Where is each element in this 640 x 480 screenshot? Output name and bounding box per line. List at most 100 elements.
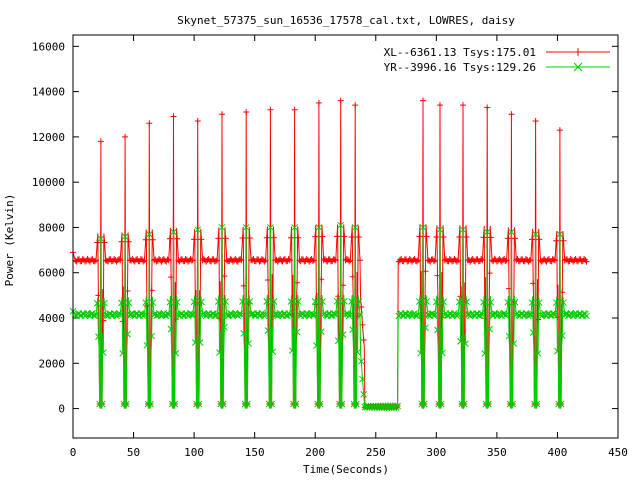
data-point — [506, 400, 514, 408]
data-point — [189, 257, 196, 264]
data-point — [243, 108, 250, 115]
data-point — [505, 332, 513, 340]
y-tick-label: 4000 — [39, 312, 66, 325]
data-point — [557, 400, 565, 408]
data-point — [144, 400, 152, 408]
plot-area — [69, 97, 590, 412]
data-point — [432, 257, 439, 264]
data-point — [264, 327, 272, 334]
data-point — [242, 224, 250, 231]
data-point — [245, 340, 252, 347]
data-point — [195, 400, 203, 408]
data-point — [558, 332, 566, 340]
data-point — [435, 400, 443, 408]
data-point — [355, 298, 363, 305]
data-point — [357, 357, 365, 365]
x-axis-label: Time(Seconds) — [303, 463, 389, 476]
data-point — [267, 106, 274, 113]
y-tick-label: 6000 — [39, 267, 66, 280]
data-point — [526, 311, 533, 318]
data-point — [170, 113, 177, 120]
data-point — [95, 333, 102, 340]
x-tick-label: 300 — [426, 446, 446, 459]
data-point — [149, 299, 157, 306]
data-point — [418, 400, 426, 408]
legend-marker — [573, 62, 583, 72]
data-point — [287, 298, 295, 305]
legend-marker — [574, 48, 582, 56]
data-point — [556, 230, 564, 238]
data-point — [354, 348, 361, 356]
data-point — [294, 298, 302, 305]
data-point — [348, 234, 355, 241]
data-point — [476, 311, 484, 319]
data-point — [219, 400, 227, 408]
data-point — [310, 311, 318, 318]
data-point — [149, 236, 156, 243]
data-point — [124, 330, 131, 338]
data-point — [165, 311, 173, 318]
data-point — [457, 338, 464, 345]
data-point — [534, 350, 542, 357]
data-point — [331, 310, 338, 318]
data-point — [97, 138, 104, 145]
data-point — [262, 257, 269, 264]
data-point — [218, 111, 225, 118]
data-point — [244, 400, 251, 408]
data-point — [552, 257, 559, 264]
data-point — [344, 310, 352, 318]
data-point — [145, 230, 153, 238]
data-point — [432, 298, 440, 306]
data-point — [486, 325, 493, 333]
data-point — [480, 298, 487, 306]
data-point — [116, 311, 124, 318]
data-point — [535, 299, 543, 306]
data-point — [196, 339, 204, 346]
data-point — [118, 238, 125, 245]
data-point — [121, 233, 129, 240]
data-point — [355, 234, 362, 241]
data-point — [529, 329, 537, 336]
data-point — [416, 298, 423, 305]
data-point — [420, 97, 427, 104]
data-point — [503, 257, 510, 264]
data-point — [246, 298, 254, 305]
data-point — [531, 400, 538, 408]
data-point — [482, 400, 490, 408]
data-point — [455, 257, 462, 264]
data-point — [357, 257, 364, 264]
data-point — [423, 233, 430, 240]
data-point — [352, 102, 359, 109]
data-point — [460, 400, 468, 408]
data-point — [217, 400, 225, 408]
data-point — [479, 257, 486, 264]
data-point — [417, 349, 424, 357]
data-point — [191, 236, 198, 243]
data-point — [166, 298, 174, 306]
y-tick-label: 16000 — [32, 40, 65, 53]
data-point — [483, 228, 491, 236]
data-point — [293, 328, 301, 336]
data-point — [269, 348, 277, 356]
data-point — [512, 235, 519, 242]
data-point — [439, 349, 446, 357]
data-point — [560, 299, 567, 306]
data-point — [172, 349, 180, 357]
data-point — [353, 400, 360, 408]
data-point — [583, 258, 590, 265]
data-point — [319, 233, 326, 240]
data-point — [459, 226, 467, 234]
data-point — [263, 298, 271, 305]
data-point — [142, 236, 149, 243]
data-point — [356, 311, 364, 318]
data-point — [190, 298, 198, 306]
data-point — [140, 258, 147, 265]
data-point — [416, 233, 423, 240]
data-point — [485, 400, 492, 408]
data-point — [221, 323, 228, 331]
data-point — [218, 224, 226, 231]
data-point — [478, 256, 485, 263]
data-point — [553, 237, 560, 244]
data-point — [360, 337, 367, 344]
data-point — [434, 326, 441, 334]
